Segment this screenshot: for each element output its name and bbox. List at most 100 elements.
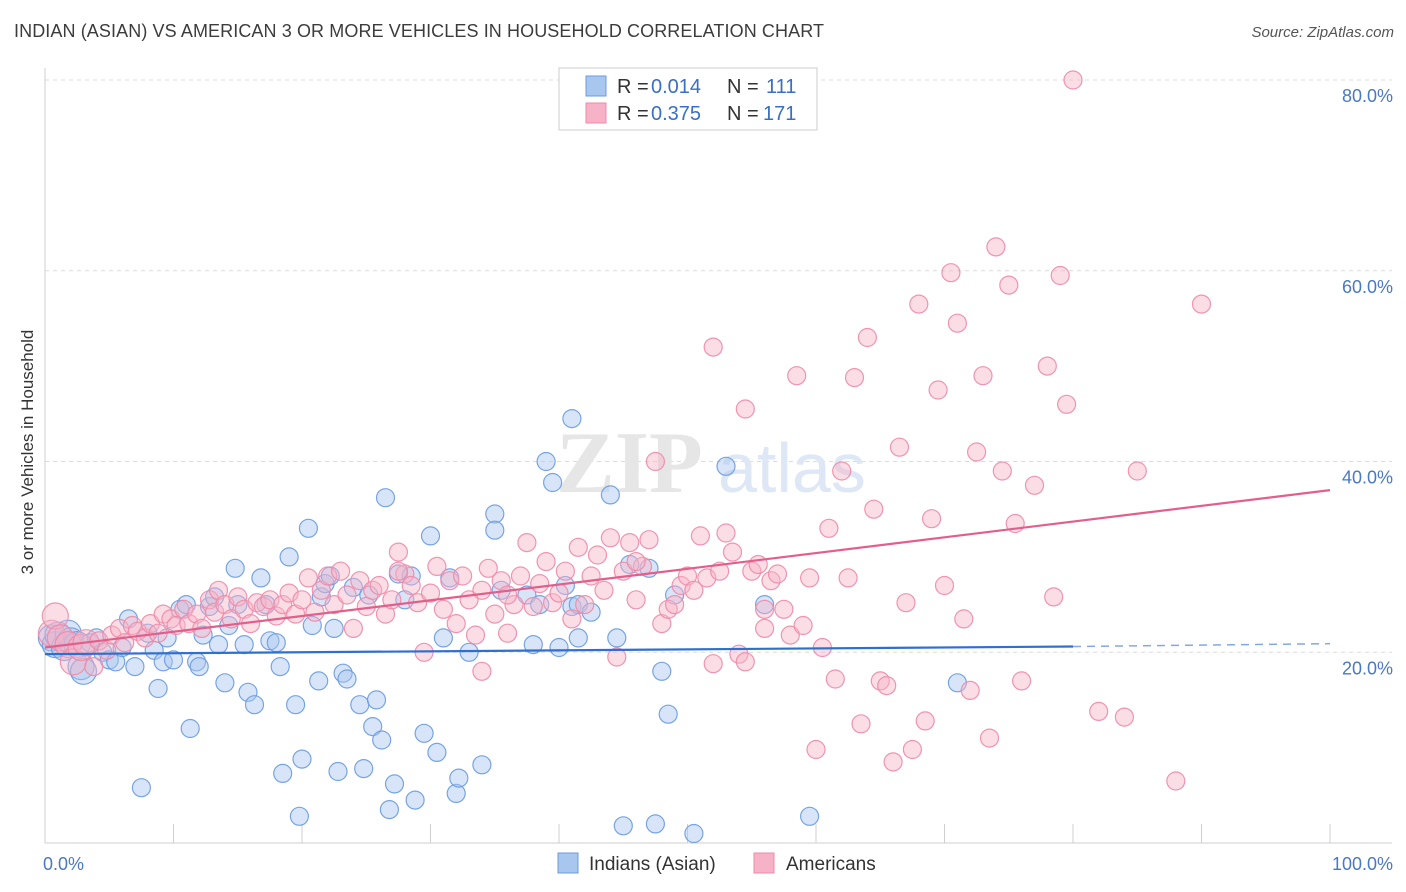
bottom-legend: Indians (Asian) Americans [557,852,876,875]
axes [44,68,1392,844]
point-indians-91 [549,637,569,658]
point-indians-52 [309,671,329,691]
point-americans-163 [703,337,723,357]
bottom-legend-label-americans: Americans [786,854,876,875]
point-indians-29 [193,625,213,645]
point-indians-87 [523,634,543,655]
point-americans-21 [174,599,194,619]
point-americans-99 [671,575,691,596]
point-americans-105 [709,561,730,581]
point-americans-40 [292,590,312,610]
tick-labels: 20.0% 40.0% 60.0% 80.0% 0.0% 100.0% [43,86,1393,874]
legend-n-label-americans: N = [727,103,759,125]
point-indians-49 [292,749,312,769]
point-americans-156 [1050,265,1070,286]
point-americans-148 [986,237,1006,257]
watermark: ZIP atlas [556,415,866,512]
point-americans-120 [806,739,826,760]
point-americans-87 [594,580,614,600]
point-indians-47 [286,695,306,715]
bottom-legend-label-indians: Indians (Asian) [589,854,716,875]
point-americans-52 [369,575,389,596]
point-indians-90 [542,472,563,493]
point-indians-109 [754,594,775,615]
legend-n-value-americans: 171 [763,103,796,125]
point-americans-104 [703,654,723,674]
point-americans-164 [388,561,408,581]
point-americans-7 [84,656,104,677]
point-americans-63 [440,571,460,591]
point-americans-45 [324,594,344,615]
point-americans-107 [722,542,743,562]
trend-line-indians-extension [1072,642,1331,648]
point-americans-30 [228,587,248,607]
point-americans-147 [979,728,1000,748]
point-americans-81 [555,561,576,581]
legend-n-value-indians: 111 [766,76,796,98]
point-americans-55 [388,542,408,562]
point-americans-166 [498,585,518,605]
point-americans-132 [883,752,903,772]
point-americans-48 [343,618,363,639]
point-americans-143 [954,609,974,629]
point-indians-23 [163,650,184,670]
point-indians-50 [298,518,318,538]
y-tick-label-60: 60.0% [1342,277,1393,297]
point-indians-43 [266,633,286,653]
point-indians-61 [350,695,370,715]
watermark-zip: ZIP [556,415,703,512]
legend-box: R = 0.014 N = 111 R = 0.375 N = 171 [558,67,818,131]
point-indians-33 [215,673,235,693]
point-indians-108 [716,456,736,476]
point-americans-94 [639,530,659,550]
point-indians-89 [536,451,556,472]
point-indians-57 [328,761,348,782]
point-americans-75 [517,532,537,553]
point-americans-167 [735,652,755,672]
point-indians-76 [427,742,447,763]
chart-title: INDIAN (ASIAN) VS AMERICAN 3 OR MORE VEH… [14,21,825,41]
point-indians-98 [600,485,621,505]
point-americans-142 [947,313,968,333]
bottom-legend-swatch-americans [753,852,775,874]
point-americans-155 [1044,587,1064,607]
point-indians-107 [684,823,704,844]
point-indians-28 [189,656,209,677]
point-americans-144 [960,680,980,701]
x-tick-label-100: 100.0% [1332,854,1393,874]
point-americans-69 [478,558,498,578]
point-indians-79 [446,783,466,804]
point-americans-145 [966,442,987,462]
point-indians-8 [69,657,98,685]
series-americans-points [37,70,1212,791]
point-americans-98 [664,594,685,615]
point-indians-35 [225,558,245,578]
point-indians-99 [607,628,627,648]
point-americans-46 [331,561,351,581]
point-americans-134 [896,593,916,613]
point-americans-165 [1063,70,1083,90]
point-americans-124 [832,461,852,481]
point-americans-88 [600,528,621,548]
point-americans-141 [941,263,961,283]
point-indians-74 [414,723,434,743]
point-americans-128 [857,327,878,348]
point-americans-109 [735,399,755,419]
point-americans-82 [562,609,582,629]
point-americans-115 [774,599,794,619]
point-americans-43 [311,580,331,600]
point-americans-135 [902,739,923,760]
point-americans-60 [420,583,441,603]
trend-line-americans [44,489,1331,649]
point-americans-47 [337,585,357,605]
point-americans-76 [523,596,543,617]
point-indians-59 [337,669,357,689]
point-americans-100 [677,566,698,586]
point-indians-83 [485,504,505,524]
point-americans-57 [401,575,421,596]
point-americans-73 [504,594,524,615]
source-label: Source: ZipAtlas.com [1251,24,1394,41]
point-indians-20 [148,678,168,699]
legend-r-label-indians: R = [617,76,649,98]
